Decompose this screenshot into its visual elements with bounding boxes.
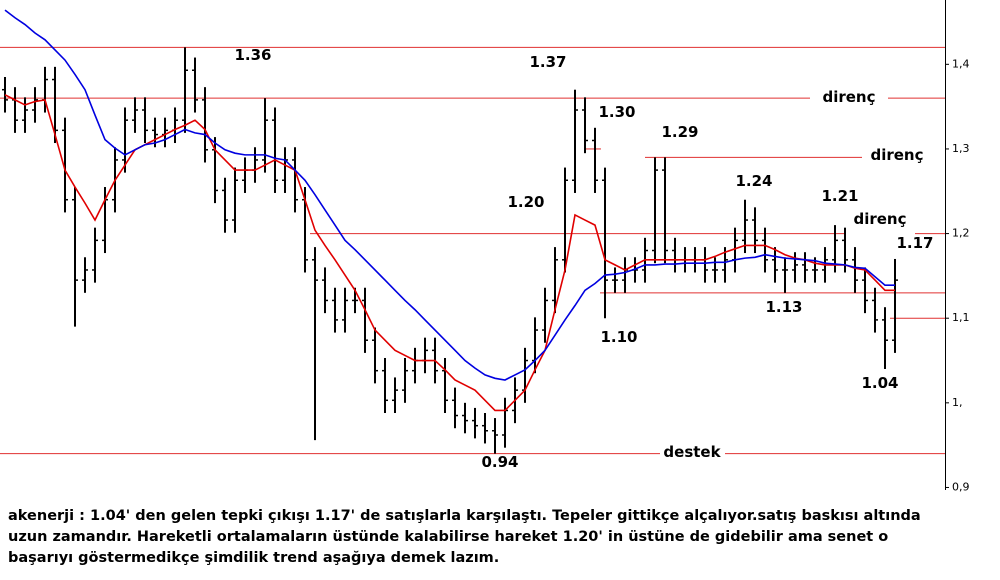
annotation: 1.17: [896, 234, 933, 252]
caption-line: uzun zamandır. Hareketli ortalamaların ü…: [8, 529, 888, 545]
annotation: 1.10: [600, 328, 637, 346]
annotation: 1.36: [234, 46, 271, 64]
y-tick-label: 1,4: [952, 57, 970, 70]
annotation: 1.21: [821, 187, 858, 205]
caption-line: başarıyı göstermedikçe şimdilik trend aş…: [8, 550, 499, 566]
y-tick-label: 1,1: [952, 311, 970, 324]
annotation: destek: [663, 443, 721, 461]
caption-line: akenerji : 1.04' den gelen tepki çıkışı …: [8, 508, 921, 524]
annotation: 1.29: [661, 123, 698, 141]
annotation: 1.37: [529, 53, 566, 71]
annotation: direnç: [853, 210, 906, 228]
annotation: 1.30: [598, 103, 635, 121]
y-tick-label: 0,9: [952, 480, 970, 493]
annotation: 1.24: [735, 172, 772, 190]
y-tick-label: 1,: [952, 396, 963, 409]
moving-average: [4, 94, 895, 412]
y-tick-label: 1,2: [952, 227, 970, 240]
annotation: 1.04: [861, 374, 898, 392]
annotation: direnç: [870, 146, 923, 164]
moving-average: [4, 9, 895, 381]
y-tick-label: 1,3: [952, 142, 970, 155]
annotation: 1.13: [765, 298, 802, 316]
annotation: direnç: [822, 88, 875, 106]
annotation: 0.94: [481, 453, 518, 471]
annotation: 1.20: [507, 193, 544, 211]
